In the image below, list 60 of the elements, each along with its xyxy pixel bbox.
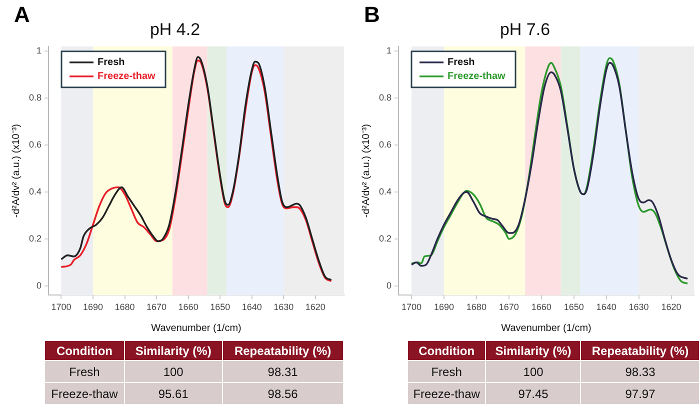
x-tick-label: 1690 (434, 302, 454, 312)
y-tick-label: 1 (386, 46, 392, 56)
y-tick-label: 0.6 (28, 139, 42, 150)
x-tick-label: 1640 (596, 302, 616, 312)
x-tick-label: 1700 (51, 302, 72, 312)
x-tick-label: 1620 (305, 302, 326, 312)
text: 97.97 (580, 382, 700, 404)
legend-label: Freeze-thaw (98, 71, 156, 82)
text: Similarity (%) (124, 340, 222, 360)
text: B (364, 2, 380, 28)
y-axis-title: -d²A/dv² (a.u.) (x10⁻³) (360, 124, 372, 218)
y-tick-label: 1 (36, 46, 42, 56)
text: 100 (486, 360, 581, 382)
y-axis-title: -d²A/dv² (a.u.) (x10⁻³) (10, 124, 22, 218)
legend-label: Fresh (448, 57, 475, 68)
text: Condition (44, 340, 125, 360)
x-tick-label: 1630 (274, 302, 294, 312)
x-tick-label: 1680 (114, 302, 135, 312)
x-tick-label: 1670 (146, 302, 167, 312)
x-tick-label: 1640 (242, 302, 262, 312)
legend-label: Freeze-thaw (448, 71, 506, 82)
text: Freeze-thaw (408, 382, 486, 404)
text: Repeatability (%) (222, 340, 344, 360)
text: Condition (408, 340, 486, 360)
text: 98.31 (222, 360, 344, 382)
text: 95.61 (124, 382, 222, 404)
x-tick-label: 1650 (564, 302, 584, 312)
text: Freeze-thaw (44, 382, 125, 404)
text: 100 (124, 360, 222, 382)
x-tick-label: 1670 (498, 302, 519, 312)
y-tick-label: 0.4 (378, 186, 392, 196)
x-tick-label: 1690 (82, 302, 104, 312)
y-tick-label: 0 (386, 280, 392, 290)
legend-label: Fresh (98, 57, 125, 68)
y-tick-label: 0.8 (28, 92, 42, 103)
text: 97.45 (486, 382, 581, 404)
chart-title: pH 7.6 (500, 20, 550, 39)
y-tick-label: 0.6 (378, 139, 392, 150)
x-axis-title: Wavenumber (1/cm) (151, 322, 242, 334)
chart-title: pH 4.2 (150, 20, 200, 39)
x-tick-label: 1700 (401, 302, 422, 312)
y-tick-label: 0.2 (378, 233, 392, 244)
x-axis-title: Wavenumber (1/cm) (501, 322, 592, 334)
y-tick-label: 0.8 (378, 92, 392, 103)
text: A (14, 2, 30, 28)
text: 98.56 (222, 382, 344, 404)
text: Similarity (%) (486, 340, 581, 360)
text: Repeatability (%) (580, 340, 700, 360)
x-tick-label: 1680 (466, 302, 486, 312)
y-tick-label: 0 (36, 280, 42, 290)
x-tick-label: 1660 (178, 302, 198, 312)
x-tick-label: 1650 (210, 302, 230, 312)
text: 98.33 (580, 360, 700, 382)
x-tick-label: 1620 (661, 302, 682, 312)
x-tick-label: 1660 (531, 302, 552, 312)
y-tick-label: 0.2 (28, 233, 42, 244)
x-tick-label: 1630 (628, 302, 649, 312)
text: Fresh (408, 360, 486, 382)
text: Fresh (44, 360, 125, 382)
y-tick-label: 0.4 (28, 186, 42, 196)
